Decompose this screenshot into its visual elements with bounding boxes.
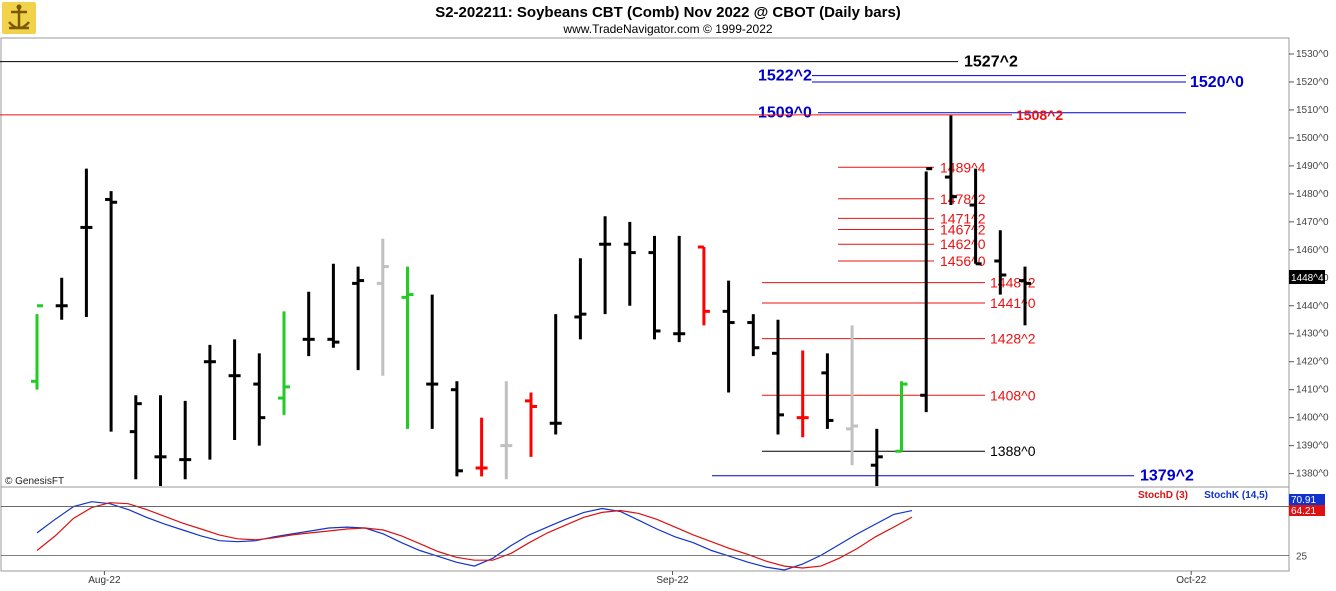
price-tick-label: 1390^0 (1296, 441, 1329, 452)
last-price-tag: 1448^4 (1289, 270, 1325, 284)
ohlc-bar (253, 353, 266, 446)
ohlc-bar (525, 392, 537, 457)
ohlc-bar (747, 314, 760, 357)
ohlc-bar (278, 311, 290, 415)
level-label: 1408^0 (990, 387, 1036, 403)
level-label: 1520^0 (1190, 74, 1244, 91)
level-label: 1441^0 (990, 295, 1036, 311)
stochastic-lines (36, 501, 913, 571)
price-tick-label: 1520^0 (1296, 77, 1329, 88)
stoch-value-label: 70.91 (1291, 495, 1316, 506)
date-axis: Aug-22 Sep-22 Oct-22 (88, 571, 1207, 586)
price-bars (31, 115, 1031, 486)
level-label: 1478^2 (940, 191, 986, 207)
price-tick-label: 1500^0 (1296, 133, 1329, 144)
ohlc-bar (895, 381, 908, 453)
price-tick-label: 1470^0 (1296, 217, 1329, 228)
ohlc-bar (944, 115, 957, 206)
price-tick-label: 1490^0 (1296, 161, 1329, 172)
level-label: 1522^2 (758, 68, 812, 85)
level-label: 1527^2 (964, 54, 1018, 71)
level-label: 1489^4 (940, 159, 986, 175)
level-label: 1456^0 (940, 253, 986, 269)
level-label: 1467^2 (940, 222, 986, 238)
ohlc-bar (55, 277, 68, 320)
price-tick-label: 1420^0 (1296, 357, 1329, 368)
level-label: 1388^0 (990, 443, 1036, 459)
level-label: 1428^2 (990, 331, 1036, 347)
ohlc-bar (870, 428, 883, 486)
ohlc-bar (105, 191, 118, 432)
ohlc-bar (154, 395, 167, 486)
ohlc-bar (648, 235, 661, 340)
level-label: 1509^0 (758, 105, 812, 122)
ohlc-bar (179, 400, 192, 480)
ohlc-bar (80, 168, 93, 317)
ohlc-bar (920, 167, 933, 413)
ohlc-bar (302, 291, 315, 357)
ohlc-bar (969, 168, 982, 266)
ohlc-bar (599, 216, 612, 315)
genesis-logo-icon (2, 2, 36, 34)
price-tick-label: 1400^0 (1296, 413, 1329, 424)
ohlc-bar (574, 258, 587, 340)
level-label: 1508^2 (1016, 107, 1063, 123)
ohlc-bar (129, 395, 142, 480)
ohlc-bar (697, 245, 710, 326)
stochastic-pane (0, 486, 1290, 572)
level-label: 1462^0 (940, 236, 986, 252)
stochd-legend: StochD (3) (1138, 490, 1188, 501)
ohlc-bar (722, 280, 735, 393)
ohlc-bar (796, 350, 809, 438)
ohlc-bar (821, 353, 834, 429)
price-tick-label: 1460^0 (1296, 245, 1329, 256)
ohlc-bar (327, 263, 340, 348)
ohlc-bar (623, 221, 636, 306)
price-tick-label: 1430^0 (1296, 329, 1329, 340)
ohlc-bar (994, 230, 1007, 295)
price-tick-label: 1380^0 (1296, 469, 1329, 480)
ohlc-bar (673, 235, 686, 343)
price-tick-label: 1440^0 (1296, 301, 1329, 312)
stoch-series-line (36, 502, 913, 569)
ohlc-bar (203, 344, 216, 460)
watermark: © GenesisFT (5, 476, 64, 487)
stochastic-pane-frame (0, 486, 1290, 572)
chart-subtitle: www.TradeNavigator.com © 1999-2022 (562, 22, 772, 36)
last-price-text: 1448^4 (1291, 273, 1324, 284)
ohlc-bar (475, 417, 488, 477)
stochk-legend: StochK (14,5) (1204, 490, 1268, 501)
stoch-series-line (36, 501, 913, 571)
stoch-tick-label: 25 (1296, 551, 1308, 562)
ohlc-bar (401, 266, 414, 429)
ohlc-bar (450, 381, 463, 477)
ohlc-bar (772, 319, 784, 435)
ohlc-bar (549, 314, 562, 435)
date-label: Aug-22 (88, 575, 121, 586)
chart-title: S2-202211: Soybeans CBT (Comb) Nov 2022 … (435, 4, 901, 21)
price-tick-label: 1530^0 (1296, 49, 1329, 60)
price-tick-label: 1410^0 (1296, 385, 1329, 396)
ohlc-bar (846, 325, 859, 466)
level-label: 1379^2 (1140, 468, 1194, 485)
ohlc-bar (500, 381, 513, 480)
ohlc-bar (376, 238, 389, 376)
price-tick-label: 1480^0 (1296, 189, 1329, 200)
date-label: Sep-22 (656, 575, 689, 586)
price-tick-label: 1510^0 (1296, 105, 1329, 116)
ohlc-bar (426, 294, 439, 429)
stoch-value-box (1289, 505, 1325, 516)
ohlc-bar (228, 339, 241, 441)
stoch-value-label: 64.21 (1291, 506, 1316, 517)
ohlc-bar (352, 266, 365, 371)
last-price-box (1289, 270, 1325, 284)
stoch-value-box (1289, 494, 1325, 505)
date-label: Oct-22 (1176, 575, 1206, 586)
ohlc-bar (31, 304, 43, 390)
ohlc-bar (1019, 266, 1031, 326)
